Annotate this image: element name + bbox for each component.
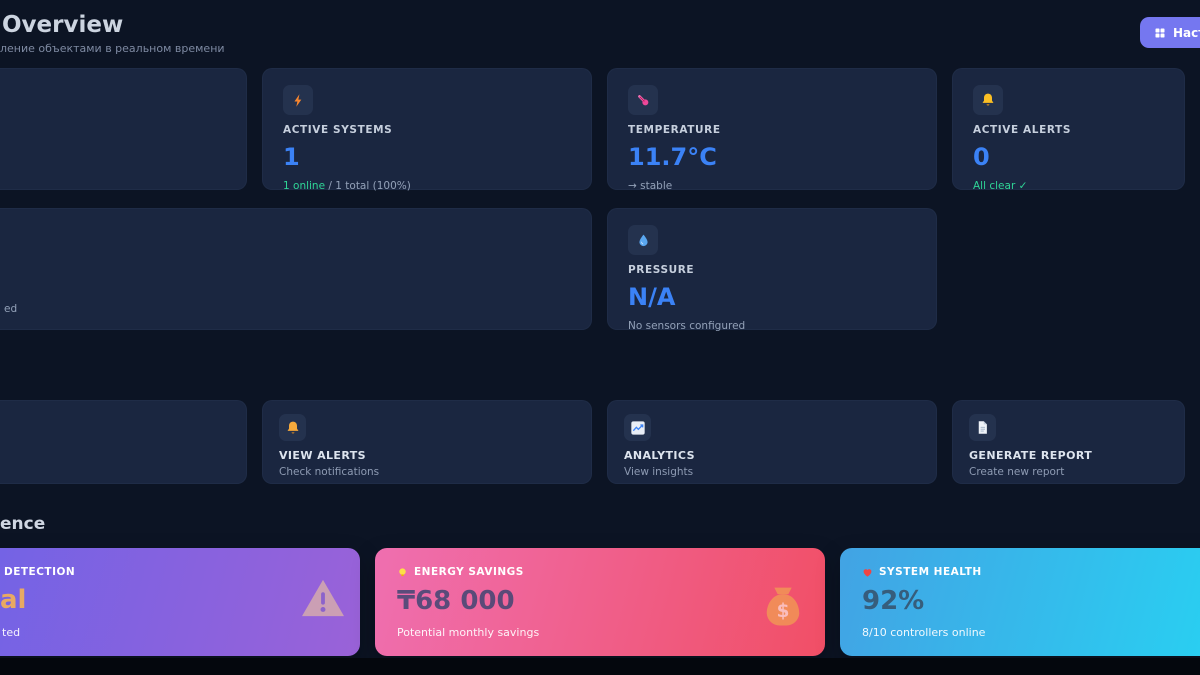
total-count: / 1 total (100%) — [325, 180, 411, 192]
page-subtitle: ление объектами в реальном времени — [0, 42, 225, 55]
warning-triangle-icon — [300, 577, 346, 623]
quick-action-subtext: Create new report — [969, 466, 1065, 478]
water-drop-icon — [628, 225, 658, 255]
truncated-subtext-fragment: ed — [4, 303, 18, 315]
document-icon — [969, 414, 996, 441]
detection-value-fragment: al — [0, 585, 27, 615]
bell-icon — [279, 414, 306, 441]
bottom-strip — [0, 658, 1200, 675]
insight-card-detection — [0, 548, 360, 656]
page-title: Overview — [2, 12, 124, 38]
lightning-bolt-icon — [283, 85, 313, 115]
thermometer-icon — [628, 85, 658, 115]
stat-value: 0 — [973, 143, 990, 171]
stat-value: 11.7°C — [628, 143, 717, 171]
settings-button[interactable]: Настр — [1140, 17, 1200, 48]
stat-card-active-alerts: ACTIVE ALERTS 0 All clear ✓ — [952, 68, 1185, 192]
bulb-icon — [397, 567, 408, 578]
stat-label: ACTIVE ALERTS — [973, 124, 1071, 136]
svg-text:$: $ — [777, 601, 790, 622]
stat-card-active-systems: ACTIVE SYSTEMS 1 1 online / 1 total (100… — [262, 68, 592, 192]
quick-action-view-alerts[interactable]: VIEW ALERTS Check notifications — [262, 400, 592, 484]
insight-label: SYSTEM HEALTH — [879, 566, 982, 578]
stat-card-wide-truncated — [0, 208, 592, 330]
insight-label: ENERGY SAVINGS — [414, 566, 524, 578]
settings-button-label: Настр — [1173, 25, 1200, 40]
stat-value: 1 — [283, 143, 300, 171]
detection-subtext-fragment: ted — [2, 626, 21, 639]
online-count: 1 online — [283, 180, 326, 192]
quick-action-subtext: View insights — [624, 466, 694, 478]
energy-savings-label-row: ENERGY SAVINGS — [397, 566, 803, 578]
stat-label: TEMPERATURE — [628, 124, 721, 136]
insight-subtext: 8/10 controllers online — [862, 626, 986, 639]
insight-subtext: Potential monthly savings — [397, 626, 540, 639]
insight-value: 92% — [862, 586, 925, 616]
insight-value: ₸68 000 — [397, 586, 515, 616]
stat-value: N/A — [628, 283, 676, 311]
chart-icon — [624, 414, 651, 441]
stat-subtext: → stable — [628, 180, 673, 192]
grid-icon — [1154, 27, 1166, 39]
stat-subtext: 1 online / 1 total (100%) — [283, 180, 571, 192]
quick-action-label: VIEW ALERTS — [279, 449, 366, 462]
stat-label: ACTIVE SYSTEMS — [283, 124, 393, 136]
stat-subtext: No sensors configured — [628, 320, 746, 332]
money-bag-icon: $ — [757, 580, 809, 636]
detection-label-fragment: DETECTION — [4, 566, 76, 578]
stat-card-pressure: PRESSURE N/A No sensors configured — [607, 208, 937, 332]
quick-action-label: ANALYTICS — [624, 449, 695, 462]
stat-card-truncated — [0, 68, 247, 190]
insight-card-system-health: SYSTEM HEALTH 92% 8/10 controllers onlin… — [840, 548, 1200, 656]
quick-action-label: GENERATE REPORT — [969, 449, 1093, 462]
quick-action-generate-report[interactable]: GENERATE REPORT Create new report — [952, 400, 1185, 484]
quick-action-truncated[interactable] — [0, 400, 247, 484]
system-health-label-row: SYSTEM HEALTH — [862, 566, 1200, 578]
bell-icon — [973, 85, 1003, 115]
stat-subtext: All clear ✓ — [973, 180, 1028, 192]
heart-icon — [862, 567, 873, 578]
quick-action-analytics[interactable]: ANALYTICS View insights — [607, 400, 937, 484]
section-title-fragment: ence — [0, 514, 46, 534]
stat-label: PRESSURE — [628, 264, 695, 276]
quick-action-subtext: Check notifications — [279, 466, 380, 478]
stat-card-temperature: TEMPERATURE 11.7°C → stable — [607, 68, 937, 192]
insight-card-energy-savings: ENERGY SAVINGS ₸68 000 Potential monthly… — [375, 548, 825, 656]
